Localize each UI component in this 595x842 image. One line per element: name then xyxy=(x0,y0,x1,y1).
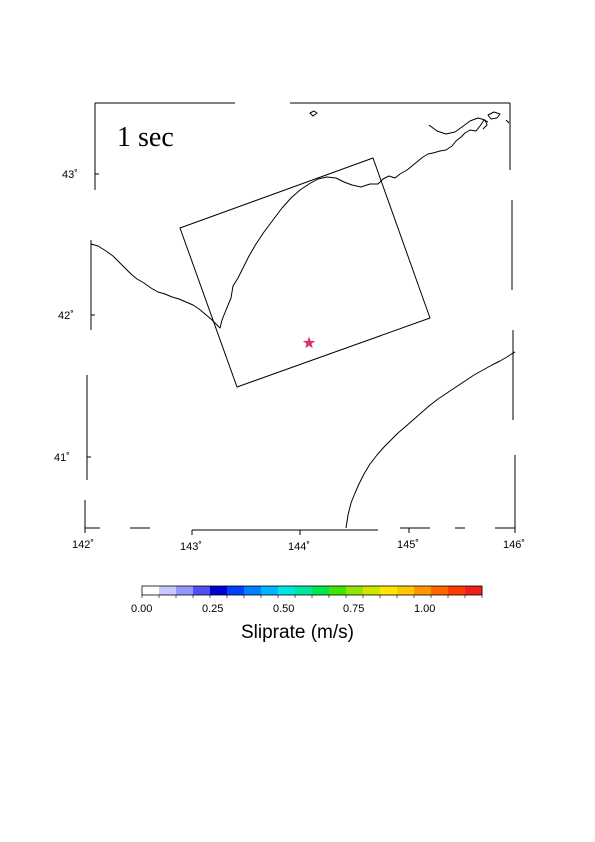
map-frame xyxy=(84,102,516,531)
colorbar-segment xyxy=(295,586,313,595)
longitude-ticks xyxy=(84,528,516,535)
colorbar-tick-label-2: 0.50 xyxy=(273,603,294,615)
colorbar-segment xyxy=(312,586,330,595)
colorbar-segment xyxy=(142,586,160,595)
honshu-coastline xyxy=(345,351,516,529)
colorbar-segment xyxy=(193,586,211,595)
colorbar-segment xyxy=(465,586,483,595)
fault-plane-outline xyxy=(179,157,431,388)
colorbar-segment xyxy=(397,586,415,595)
colorbar-segment xyxy=(227,586,245,595)
hokkaido-coastline xyxy=(90,119,489,329)
lon-label-142: 142˚ xyxy=(72,539,94,551)
colorbar-tick-label-1: 0.25 xyxy=(202,603,223,615)
colorbar-title: Sliprate (m/s) xyxy=(241,622,354,643)
lat-label-43: 43˚ xyxy=(62,169,78,181)
colorbar-segment xyxy=(159,586,177,595)
kuril-islands xyxy=(309,110,510,135)
colorbar-tick-label-4: 1.00 xyxy=(414,603,435,615)
lon-label-145: 145˚ xyxy=(397,539,419,551)
lat-label-42: 42˚ xyxy=(58,310,74,322)
colorbar-segment xyxy=(176,586,194,595)
lon-label-146: 146˚ xyxy=(503,539,525,551)
lon-label-143: 143˚ xyxy=(180,541,202,553)
colorbar-tick-label-0: 0.00 xyxy=(131,603,152,615)
colorbar-segment xyxy=(414,586,432,595)
colorbar-segment xyxy=(380,586,398,595)
colorbar-segment xyxy=(210,586,228,595)
latitude-ticks xyxy=(87,173,99,458)
colorbar-segment xyxy=(448,586,466,595)
time-label: 1 sec xyxy=(117,122,174,153)
colorbar-tick-label-3: 0.75 xyxy=(343,603,364,615)
colorbar-segment xyxy=(278,586,296,595)
colorbar-segment xyxy=(363,586,381,595)
colorbar-ticks xyxy=(141,595,483,598)
sliprate-colorbar xyxy=(142,586,483,595)
colorbar-segment xyxy=(261,586,279,595)
lon-label-144: 144˚ xyxy=(288,541,310,553)
lat-label-41: 41˚ xyxy=(54,452,70,464)
colorbar-segment xyxy=(431,586,449,595)
epicenter-star xyxy=(302,336,316,349)
colorbar-segment xyxy=(329,586,347,595)
colorbar-segment xyxy=(244,586,262,595)
colorbar-segment xyxy=(346,586,364,595)
